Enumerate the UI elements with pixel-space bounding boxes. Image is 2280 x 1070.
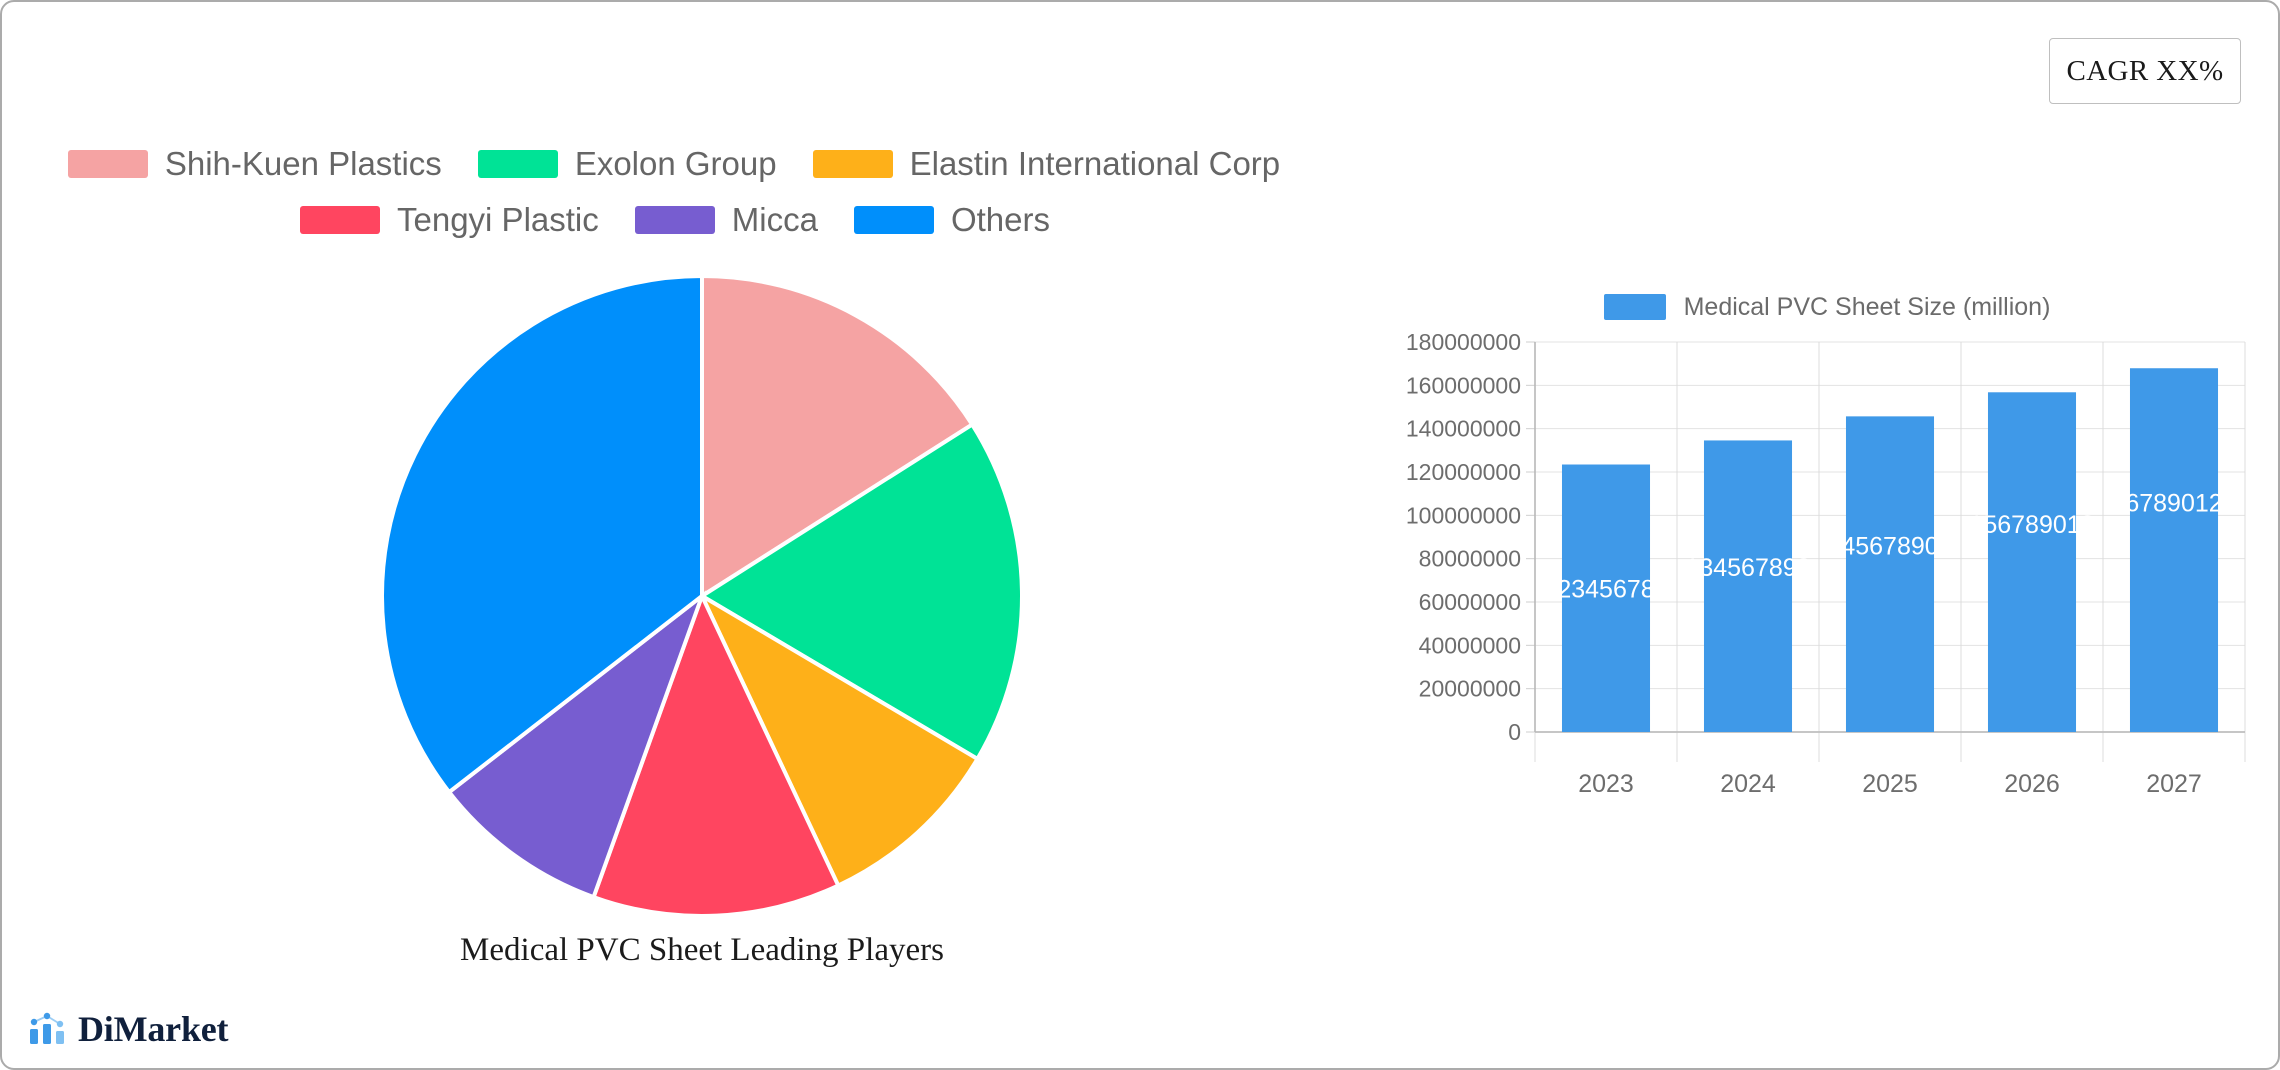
pie-legend-item-others[interactable]: Others	[853, 201, 1050, 239]
y-axis-tick-label: 60000000	[1419, 589, 1521, 615]
y-axis-tick-label: 180000000	[1406, 332, 1521, 355]
legend-swatch-icon	[634, 206, 715, 234]
cagr-badge-label: CAGR XX%	[2066, 54, 2224, 87]
bar-legend-item-medical-pvc-sheet-size[interactable]: Medical PVC Sheet Size (million)	[1603, 292, 2051, 322]
bar-data-label: 167890123	[2111, 490, 2236, 518]
y-axis-tick-label: 40000000	[1419, 632, 1521, 658]
pie-chart	[380, 274, 1024, 918]
pie-legend-label: Shih-Kuen Plastics	[164, 145, 442, 182]
bar[interactable]	[1845, 416, 1935, 732]
y-axis-tick-label: 0	[1508, 719, 1521, 745]
bar-data-label: 145678901	[1827, 533, 1952, 561]
pie-legend-label: Exolon Group	[574, 145, 777, 182]
legend-swatch-icon	[812, 150, 893, 178]
bar-chart-svg: 0 20000000 40000000 60000000 80000000 1000000…	[1406, 332, 2246, 798]
pie-chart-title: Medical PVC Sheet Leading Players	[460, 932, 944, 968]
bar-chart-plot-area: 0 20000000 40000000 60000000 80000000 1000000…	[1357, 332, 2257, 807]
bar[interactable]	[1703, 440, 1793, 732]
y-axis-tick-label: 160000000	[1406, 372, 1521, 398]
pie-legend-label: Others	[950, 201, 1050, 238]
pie-slice[interactable]	[380, 274, 704, 795]
pie-chart-svg	[380, 274, 1024, 918]
y-axis-tick-label: 140000000	[1406, 416, 1521, 442]
bar-data-label: 123456789	[1543, 575, 1668, 603]
y-axis-tick-label: 120000000	[1406, 459, 1521, 485]
dimarket-logo: DiMarket	[28, 1009, 229, 1049]
bar-legend-label: Medical PVC Sheet Size (million)	[1683, 292, 2051, 321]
legend-swatch-icon	[853, 206, 934, 234]
bar-chart-legend: Medical PVC Sheet Size (million)	[1397, 287, 2257, 327]
pie-legend-label: Micca	[731, 201, 818, 238]
cagr-badge: CAGR XX%	[2049, 38, 2241, 104]
x-axis-category-label: 2023	[1578, 770, 1634, 798]
bar-chart-dots-icon	[30, 1012, 64, 1044]
pie-slice[interactable]	[698, 421, 1024, 762]
pie-slice[interactable]	[700, 274, 975, 600]
pie-legend-row-2: Tengyi Plastic Micca Others	[2, 201, 1402, 239]
bar-data-label: 156789012	[1969, 511, 2094, 539]
x-axis-category-label: 2026	[2004, 770, 2060, 798]
pie-legend: Shih-Kuen Plastics Exolon Group Elastin …	[2, 145, 1402, 239]
legend-swatch-icon	[67, 150, 148, 178]
pie-legend-row-1: Shih-Kuen Plastics Exolon Group Elastin …	[2, 145, 1402, 183]
bar[interactable]	[1987, 392, 2077, 732]
pie-legend-item-micca[interactable]: Micca	[634, 201, 818, 239]
legend-swatch-icon	[477, 150, 558, 178]
y-axis-tick-label: 20000000	[1419, 676, 1521, 702]
pie-legend-label: Elastin International Corp	[909, 145, 1281, 182]
pie-legend-item-shih-kuen-plastics[interactable]: Shih-Kuen Plastics	[67, 145, 442, 183]
pie-legend-item-exolon-group[interactable]: Exolon Group	[477, 145, 777, 183]
legend-swatch-icon	[300, 206, 380, 234]
x-axis-category-label: 2024	[1720, 770, 1776, 798]
pie-slice[interactable]	[591, 590, 841, 918]
bar[interactable]	[2129, 368, 2219, 732]
legend-swatch-icon	[1603, 294, 1666, 320]
pie-slice[interactable]	[446, 590, 707, 900]
pie-slice[interactable]	[697, 590, 981, 889]
dimarket-logo-text: DiMarket	[78, 1009, 229, 1049]
bar-data-label: 134567890	[1685, 554, 1810, 582]
bar-chart: Medical PVC Sheet Size (million) 0 200000…	[1357, 287, 2257, 807]
pie-legend-item-tengyi-plastic[interactable]: Tengyi Plastic	[300, 201, 599, 239]
y-axis-tick-label: 100000000	[1406, 502, 1521, 528]
bar[interactable]	[1561, 464, 1651, 732]
x-axis-category-label: 2027	[2146, 770, 2202, 798]
x-axis-category-label: 2025	[1862, 770, 1918, 798]
pie-legend-item-elastin-international-corp[interactable]: Elastin International Corp	[812, 145, 1281, 183]
y-axis-tick-label: 80000000	[1419, 546, 1521, 572]
pie-legend-label: Tengyi Plastic	[397, 201, 599, 238]
